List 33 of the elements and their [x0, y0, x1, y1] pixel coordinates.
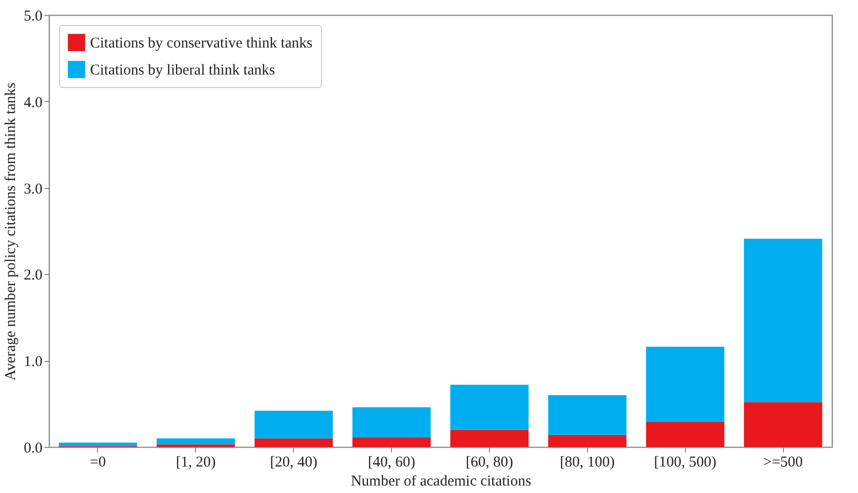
x-axis-title: Number of academic citations	[350, 474, 532, 490]
x-tick-label: >=500	[763, 454, 803, 470]
legend-label: Citations by liberal think tanks	[90, 62, 276, 78]
x-tick-label: [100, 500)	[654, 454, 716, 470]
bar	[352, 437, 431, 447]
y-axis-title: Average number policy citations from think tanks	[2, 82, 19, 380]
y-tick-label: 1.0	[24, 354, 42, 370]
bar	[646, 422, 724, 447]
bar	[156, 438, 235, 444]
bar	[548, 395, 626, 435]
bar	[352, 407, 431, 438]
y-tick-label: 2.0	[24, 268, 42, 284]
x-tick-label: =0	[90, 454, 106, 470]
legend-label: Citations by conservative think tanks	[90, 36, 313, 52]
bar	[744, 238, 822, 402]
x-tick-label: [80, 100)	[560, 454, 615, 470]
bar	[254, 438, 333, 447]
y-tick-label: 5.0	[24, 8, 42, 24]
x-tick-label: [20, 40)	[270, 454, 318, 470]
bar	[156, 444, 235, 447]
y-tick-label: 4.0	[24, 94, 42, 111]
bar	[58, 442, 138, 446]
x-tick-label: [60, 80)	[466, 454, 514, 470]
x-tick-label: [1, 20)	[176, 454, 216, 470]
bar	[646, 346, 724, 422]
y-tick-label: 3.0	[24, 181, 42, 198]
x-tick-label: [40, 60)	[368, 454, 416, 470]
bar	[254, 410, 333, 438]
bar	[548, 434, 626, 447]
bar	[450, 430, 529, 447]
y-tick-label: 0.0	[24, 440, 42, 456]
bar	[450, 384, 529, 430]
bar	[744, 402, 822, 447]
